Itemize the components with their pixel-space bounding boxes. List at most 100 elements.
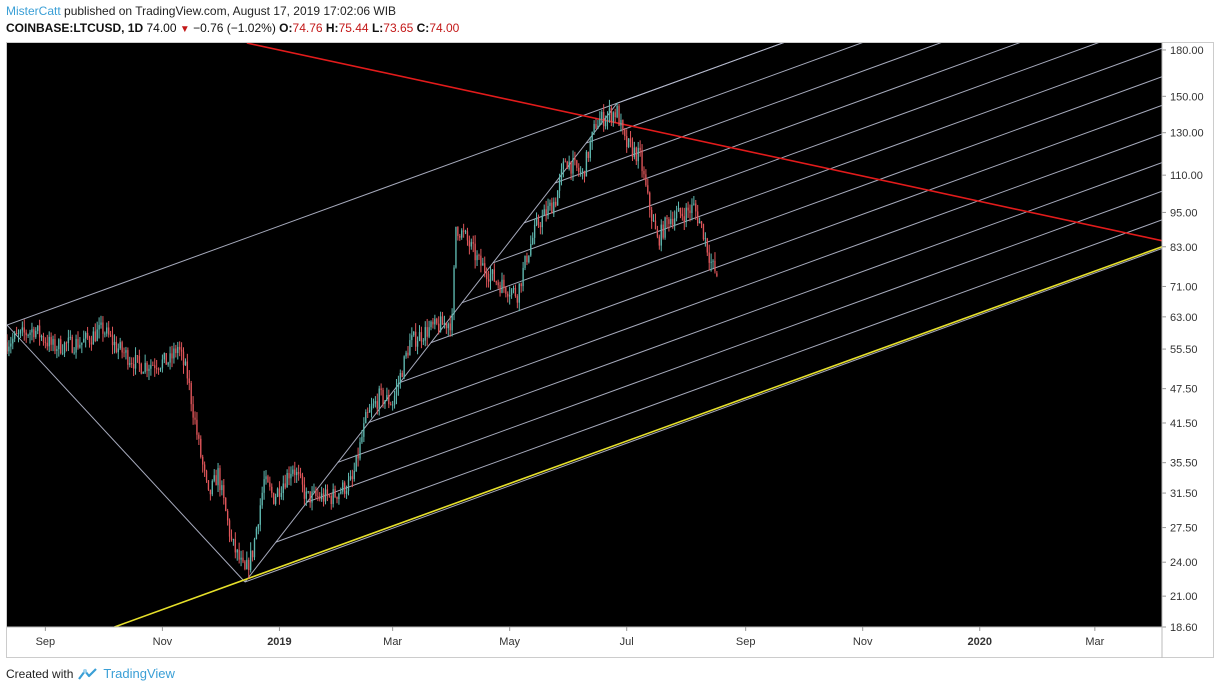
fan-line[interactable] bbox=[306, 190, 1162, 503]
plot-background[interactable] bbox=[7, 43, 1162, 627]
candle bbox=[123, 347, 125, 358]
candle bbox=[418, 325, 421, 342]
candle bbox=[7, 334, 8, 354]
candle bbox=[294, 461, 296, 483]
red-trendline[interactable] bbox=[246, 43, 1162, 242]
close-value: 74.00 bbox=[429, 21, 460, 35]
trendlines[interactable] bbox=[114, 43, 1162, 627]
candle bbox=[215, 469, 217, 486]
candle bbox=[223, 478, 225, 505]
candle bbox=[79, 337, 81, 349]
fan-leg-left[interactable] bbox=[7, 324, 246, 583]
candle bbox=[510, 288, 513, 299]
candle bbox=[391, 400, 394, 411]
fan-line[interactable] bbox=[337, 162, 1162, 463]
candle bbox=[491, 268, 494, 281]
yellow-trendline[interactable] bbox=[114, 246, 1162, 627]
candle bbox=[209, 489, 212, 501]
footer: Created with TradingView bbox=[6, 666, 175, 681]
fan-line[interactable] bbox=[554, 42, 1162, 184]
high-value: 75.44 bbox=[338, 21, 369, 35]
candle bbox=[633, 141, 636, 160]
candle bbox=[226, 508, 229, 526]
candle bbox=[31, 322, 33, 341]
candle bbox=[643, 166, 645, 181]
candle bbox=[154, 358, 156, 377]
fan-line-upper[interactable] bbox=[7, 42, 1162, 326]
fan-line[interactable] bbox=[523, 42, 1162, 224]
candle bbox=[203, 461, 206, 477]
candle bbox=[340, 487, 342, 495]
fan-line[interactable] bbox=[461, 47, 1162, 304]
candle bbox=[328, 493, 330, 498]
y-tick-label: 31.50 bbox=[1170, 488, 1198, 500]
candle bbox=[303, 477, 306, 505]
candle bbox=[345, 485, 348, 500]
candle bbox=[14, 330, 16, 343]
close-label: C: bbox=[416, 21, 430, 35]
candle bbox=[284, 474, 286, 490]
candle bbox=[413, 331, 415, 337]
candle bbox=[332, 483, 334, 508]
candle bbox=[271, 483, 273, 498]
author-name[interactable]: MisterCatt bbox=[6, 4, 61, 18]
candle bbox=[180, 342, 183, 361]
candle bbox=[52, 335, 54, 352]
candle bbox=[10, 336, 12, 354]
candle bbox=[670, 210, 672, 227]
chart-area[interactable]: 180.00 150.00 130.00 110.00 95.00 83.00 71.00 6… bbox=[6, 42, 1214, 658]
pitchfork-fan[interactable] bbox=[7, 42, 1162, 583]
fan-line[interactable] bbox=[244, 248, 1162, 583]
candle bbox=[305, 487, 307, 506]
candle bbox=[414, 323, 417, 352]
candle bbox=[411, 327, 413, 348]
fan-line[interactable] bbox=[585, 42, 1162, 144]
candle bbox=[672, 211, 674, 229]
candle bbox=[689, 204, 691, 222]
candle bbox=[286, 469, 288, 488]
time-axis[interactable]: Sep Nov 2019 Mar May Jul Sep Nov 2020 Mar bbox=[7, 626, 1162, 648]
candle bbox=[426, 318, 428, 346]
candle bbox=[438, 316, 440, 335]
candle bbox=[307, 490, 309, 494]
candle bbox=[301, 472, 304, 493]
candle bbox=[192, 396, 194, 425]
candle bbox=[365, 409, 367, 424]
fan-line[interactable] bbox=[492, 42, 1162, 264]
candle bbox=[236, 548, 238, 561]
candle bbox=[355, 454, 357, 472]
x-tick-label: Sep bbox=[36, 636, 56, 648]
candle bbox=[334, 485, 336, 499]
fan-line[interactable] bbox=[368, 133, 1162, 423]
price-axis[interactable]: 180.00 150.00 130.00 110.00 95.00 83.00 71.00 6… bbox=[1161, 43, 1204, 658]
candle bbox=[374, 396, 377, 408]
candle bbox=[574, 151, 576, 166]
candle bbox=[253, 537, 256, 561]
candle bbox=[524, 255, 526, 271]
candle bbox=[77, 331, 79, 350]
candle bbox=[461, 228, 463, 240]
x-tick-label: Nov bbox=[853, 636, 873, 648]
fan-line[interactable] bbox=[275, 219, 1162, 543]
candle bbox=[190, 380, 192, 412]
candle bbox=[432, 318, 434, 329]
fan-line[interactable] bbox=[430, 76, 1162, 344]
fan-line[interactable] bbox=[399, 104, 1162, 383]
candle bbox=[152, 361, 154, 367]
candle bbox=[378, 385, 380, 416]
tradingview-brand[interactable]: TradingView bbox=[103, 666, 175, 681]
y-tick-label: 150.00 bbox=[1170, 91, 1204, 103]
candle bbox=[505, 286, 507, 298]
candle bbox=[553, 197, 555, 218]
candle bbox=[186, 353, 189, 385]
candle bbox=[457, 226, 459, 241]
candle bbox=[54, 333, 56, 355]
price-chart[interactable]: 180.00 150.00 130.00 110.00 95.00 83.00 71.00 6… bbox=[6, 42, 1214, 658]
y-tick-label: 71.00 bbox=[1170, 281, 1198, 293]
candle bbox=[439, 311, 442, 333]
candle bbox=[459, 233, 461, 241]
candle bbox=[443, 315, 446, 329]
candle bbox=[63, 341, 66, 358]
candle bbox=[603, 104, 605, 132]
candle bbox=[194, 411, 196, 425]
